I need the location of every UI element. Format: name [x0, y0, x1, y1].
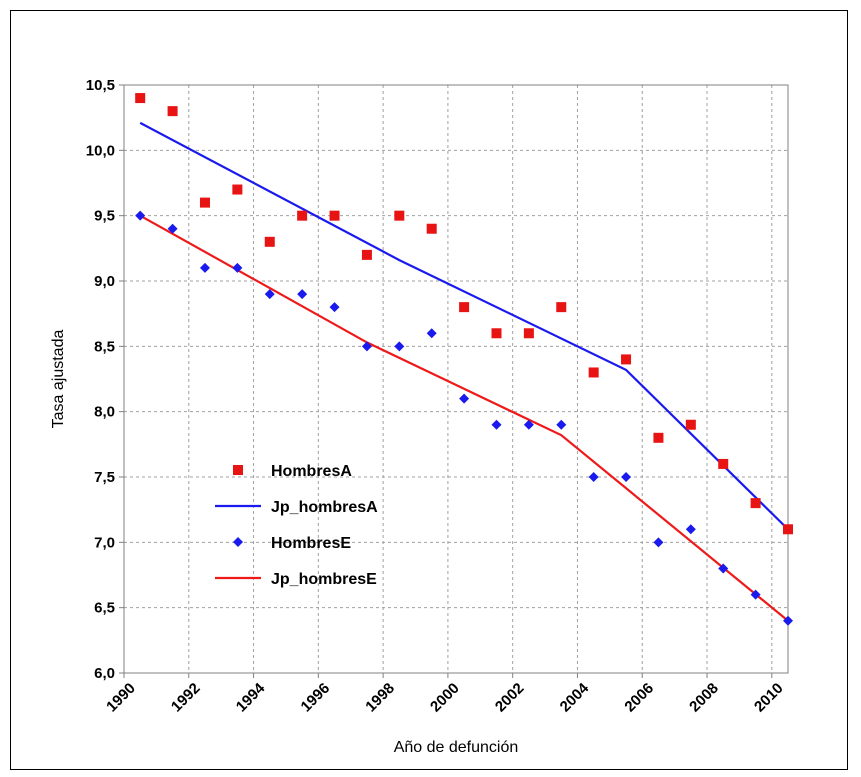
data-point	[361, 249, 372, 260]
y-tick-label: 8,5	[94, 338, 115, 355]
y-tick-label: 7,5	[94, 469, 115, 486]
data-point	[329, 302, 340, 313]
data-point	[621, 472, 632, 482]
data-point	[232, 184, 243, 195]
data-point	[588, 472, 599, 482]
data-point	[718, 458, 729, 469]
x-tick-label: 1992	[168, 680, 204, 716]
data-point	[167, 106, 178, 117]
series-line	[139, 214, 789, 622]
data-point	[426, 223, 437, 234]
data-point	[264, 236, 275, 247]
data-point	[685, 419, 696, 430]
legend-item: Jp_hombresA	[215, 499, 378, 516]
x-tick-label: 1990	[103, 680, 139, 716]
data-point	[491, 328, 502, 339]
data-point	[750, 589, 761, 600]
legend-label: Jp_hombresA	[271, 499, 378, 516]
data-point	[653, 432, 664, 443]
x-tick-label: 2000	[427, 680, 463, 716]
x-tick-label: 2010	[751, 680, 787, 716]
data-point	[523, 328, 534, 339]
legend-item: Jp_hombresE	[215, 571, 377, 588]
grid-layer	[123, 84, 788, 674]
x-tick-label: 2008	[686, 680, 722, 716]
legend-label: Jp_hombresE	[271, 571, 377, 588]
x-tick-label: 1998	[362, 680, 398, 716]
series-layer	[135, 93, 793, 626]
legend-marker-swatch	[233, 537, 243, 547]
x-tick-label: 2006	[621, 680, 657, 716]
data-point	[394, 341, 405, 352]
series-line	[139, 121, 789, 531]
series-jp-hombrese	[139, 214, 789, 622]
x-axis-title: Año de defunción	[394, 739, 519, 756]
y-tick-label: 10,5	[86, 77, 115, 94]
data-point	[556, 302, 567, 313]
x-tick-label: 2002	[492, 680, 528, 716]
y-tick-label: 10,0	[86, 142, 115, 159]
data-point	[588, 367, 599, 378]
series-hombresa	[135, 93, 793, 535]
data-point	[750, 498, 761, 509]
data-point	[199, 262, 210, 273]
series-jp-hombresa	[139, 121, 789, 531]
data-point	[653, 537, 664, 548]
y-tick-label: 8,0	[94, 404, 115, 421]
y-axis-ticks: 6,0 6,5 7,0 7,5 8,0 8,5 9,0 9,5 10,0 10,5	[86, 77, 124, 682]
data-point	[264, 289, 275, 300]
data-point	[621, 354, 632, 365]
data-point	[783, 524, 793, 535]
legend-label: HombresA	[271, 463, 352, 480]
data-point	[135, 93, 146, 104]
legend-marker-swatch	[233, 465, 243, 475]
series-hombrese	[135, 210, 793, 626]
data-point	[459, 393, 470, 404]
y-tick-label: 6,0	[94, 665, 115, 682]
legend-item: HombresE	[233, 535, 351, 552]
data-point	[297, 210, 308, 221]
chart-frame	[10, 10, 848, 770]
data-point	[199, 197, 210, 208]
legend: HombresA Jp_hombresA HombresE Jp_hombresE	[215, 463, 378, 588]
legend-item: HombresA	[233, 463, 352, 480]
x-tick-label: 2004	[557, 679, 593, 715]
data-point	[329, 210, 340, 221]
x-tick-label: 1996	[298, 680, 334, 716]
x-axis-ticks: 1990 1992 1994 1996 1998 2000 2002 2004 2006 2008…	[103, 673, 787, 716]
data-point	[491, 419, 502, 430]
data-point	[232, 262, 243, 273]
data-point	[297, 289, 308, 300]
y-tick-label: 9,0	[94, 273, 115, 290]
data-point	[361, 341, 372, 352]
legend-label: HombresE	[271, 535, 351, 552]
y-tick-label: 6,5	[94, 600, 115, 617]
data-point	[685, 524, 696, 535]
data-point	[167, 223, 178, 234]
data-point	[523, 419, 534, 430]
plot-area	[123, 84, 789, 674]
data-point	[426, 328, 437, 339]
data-point	[135, 210, 146, 221]
y-tick-label: 9,5	[94, 208, 115, 225]
data-point	[394, 210, 405, 221]
data-point	[556, 419, 567, 430]
x-tick-label: 1994	[233, 679, 269, 715]
data-point	[718, 563, 729, 574]
data-point	[783, 615, 793, 626]
data-point	[459, 302, 470, 313]
y-axis-title: Tasa ajustada	[50, 330, 67, 429]
y-tick-label: 7,0	[94, 534, 115, 551]
